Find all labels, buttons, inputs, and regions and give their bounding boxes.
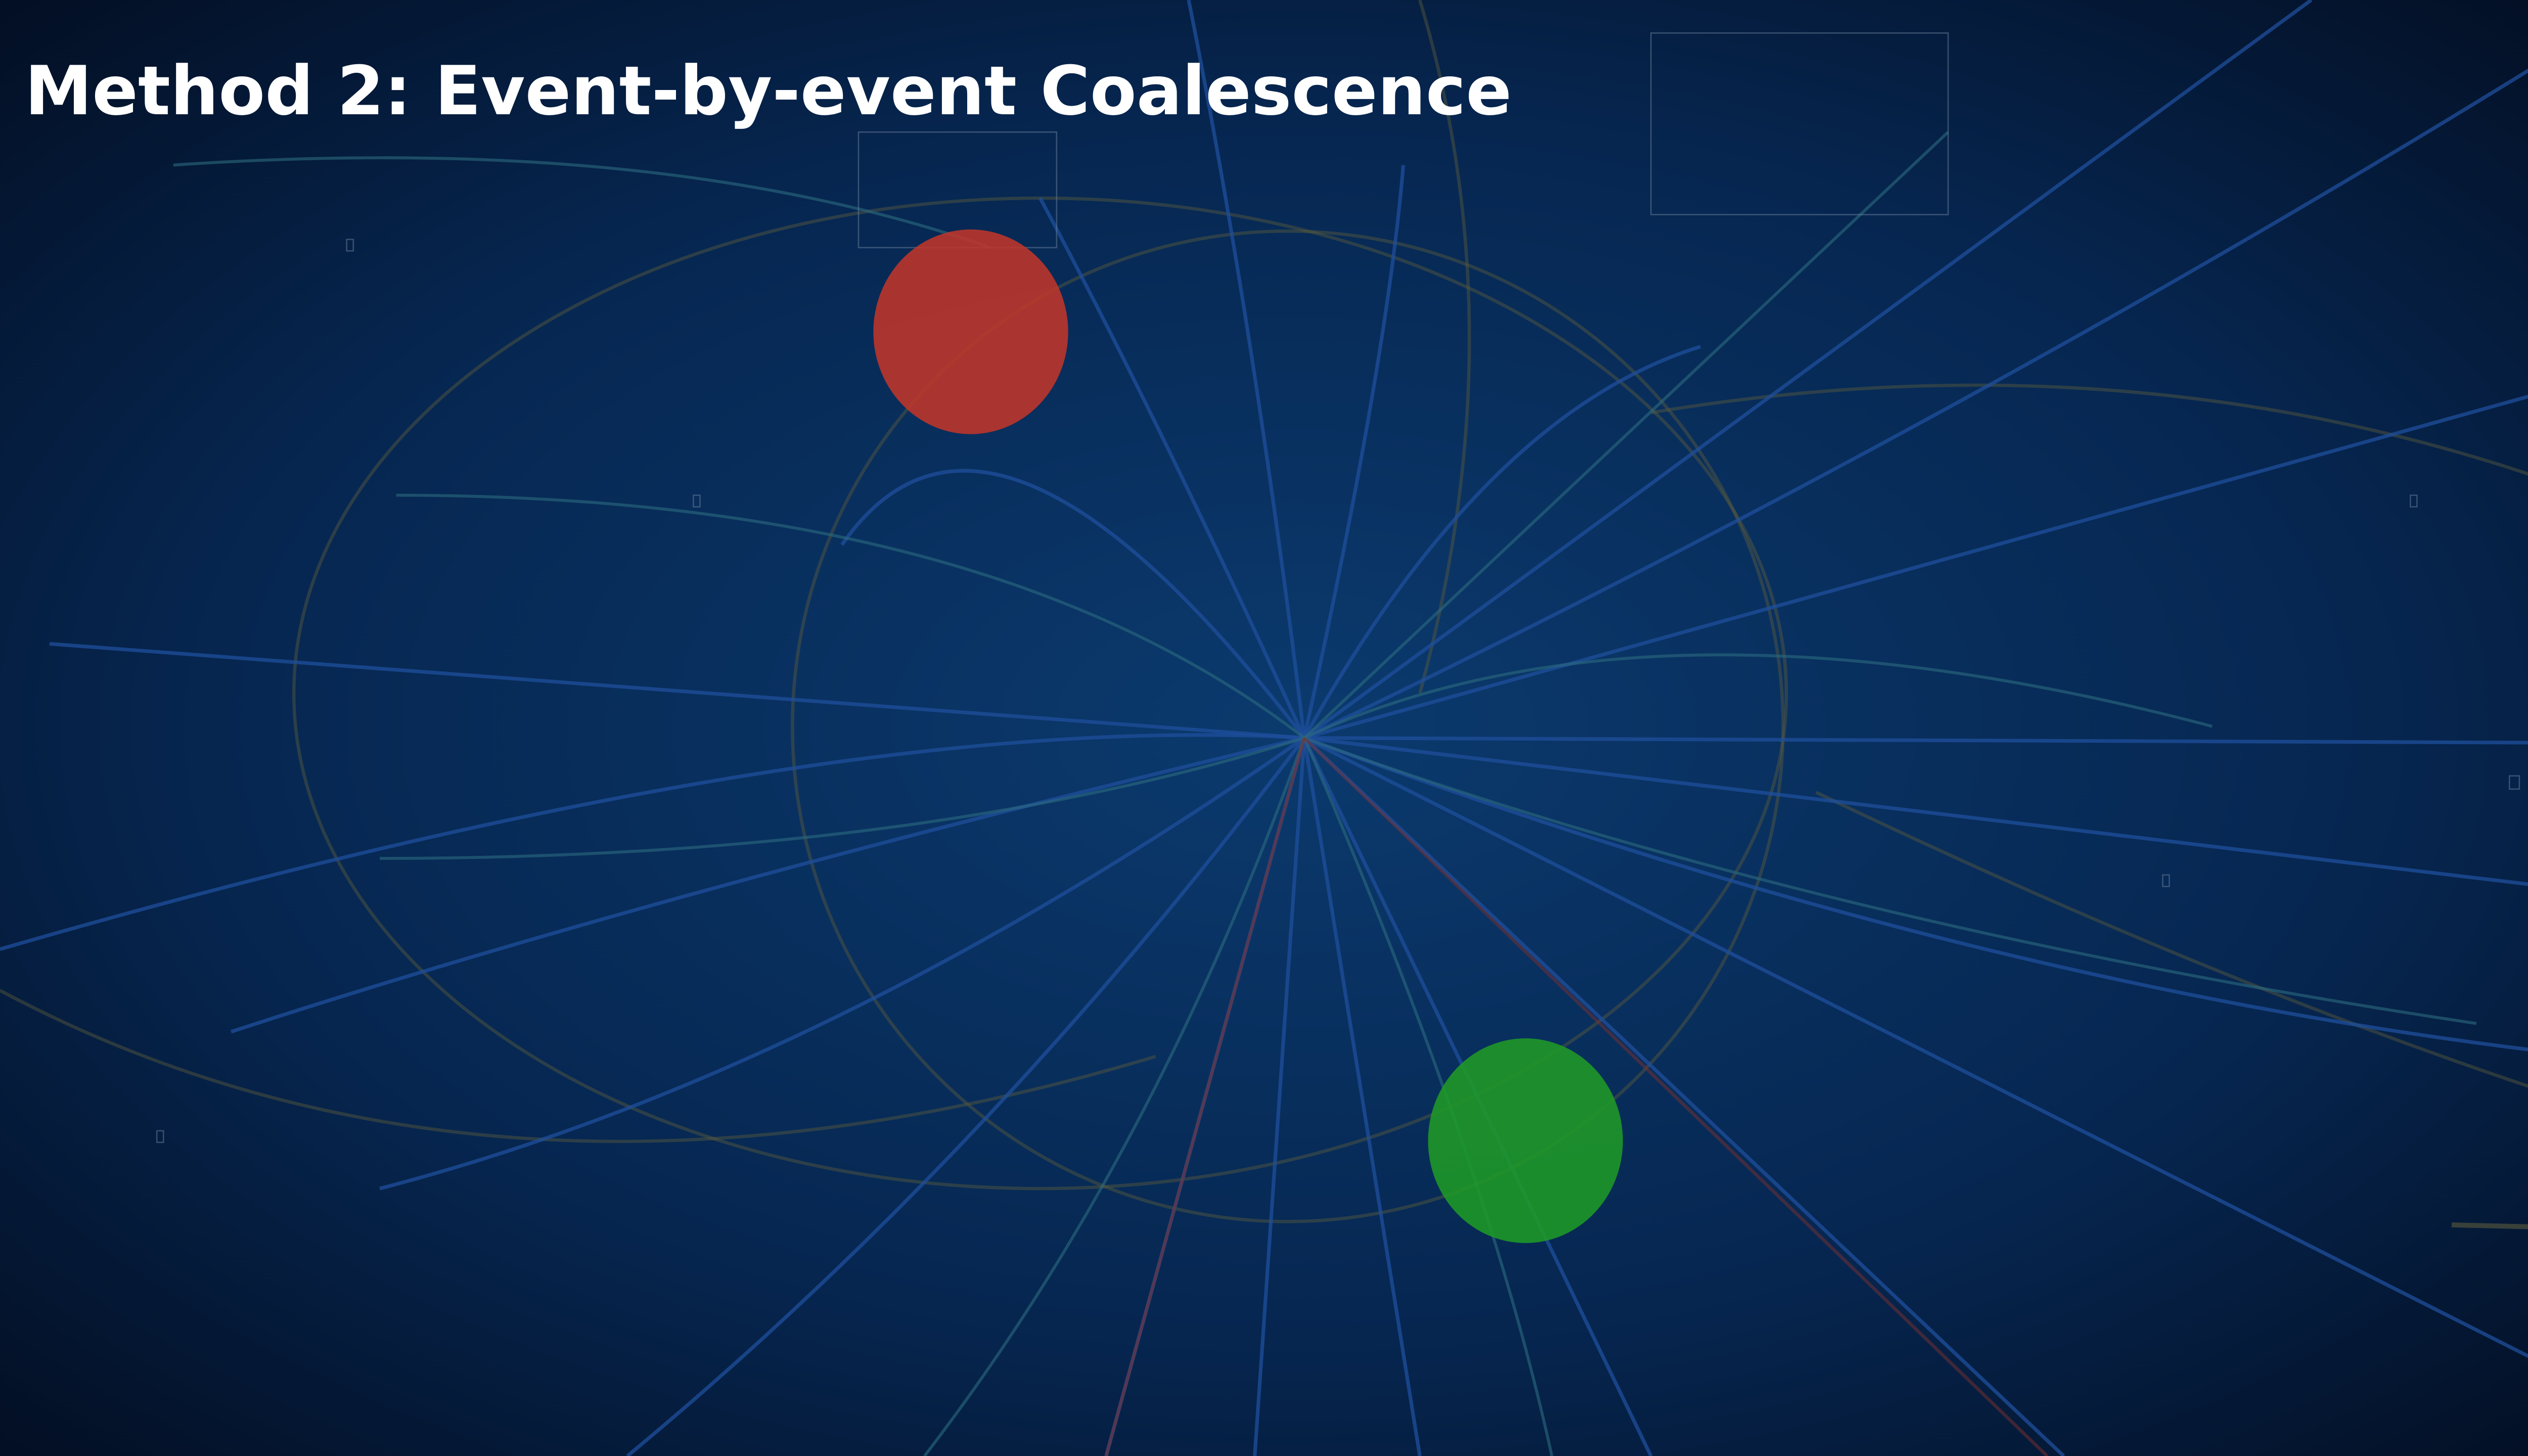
red-marker	[873, 230, 1068, 434]
slide-title: Method 2: Event-by-event Coalescence	[25, 52, 1512, 130]
green-marker	[1428, 1038, 1622, 1243]
slide: Method 2: Event-by-event Coalescence	[0, 0, 2528, 1456]
background	[0, 0, 2528, 1456]
page: {"title": "Method 2: Event-by-event Coal…	[0, 0, 2528, 1456]
body: Method 2: Event-by-event Coalescence (()…	[0, 0, 2528, 1456]
